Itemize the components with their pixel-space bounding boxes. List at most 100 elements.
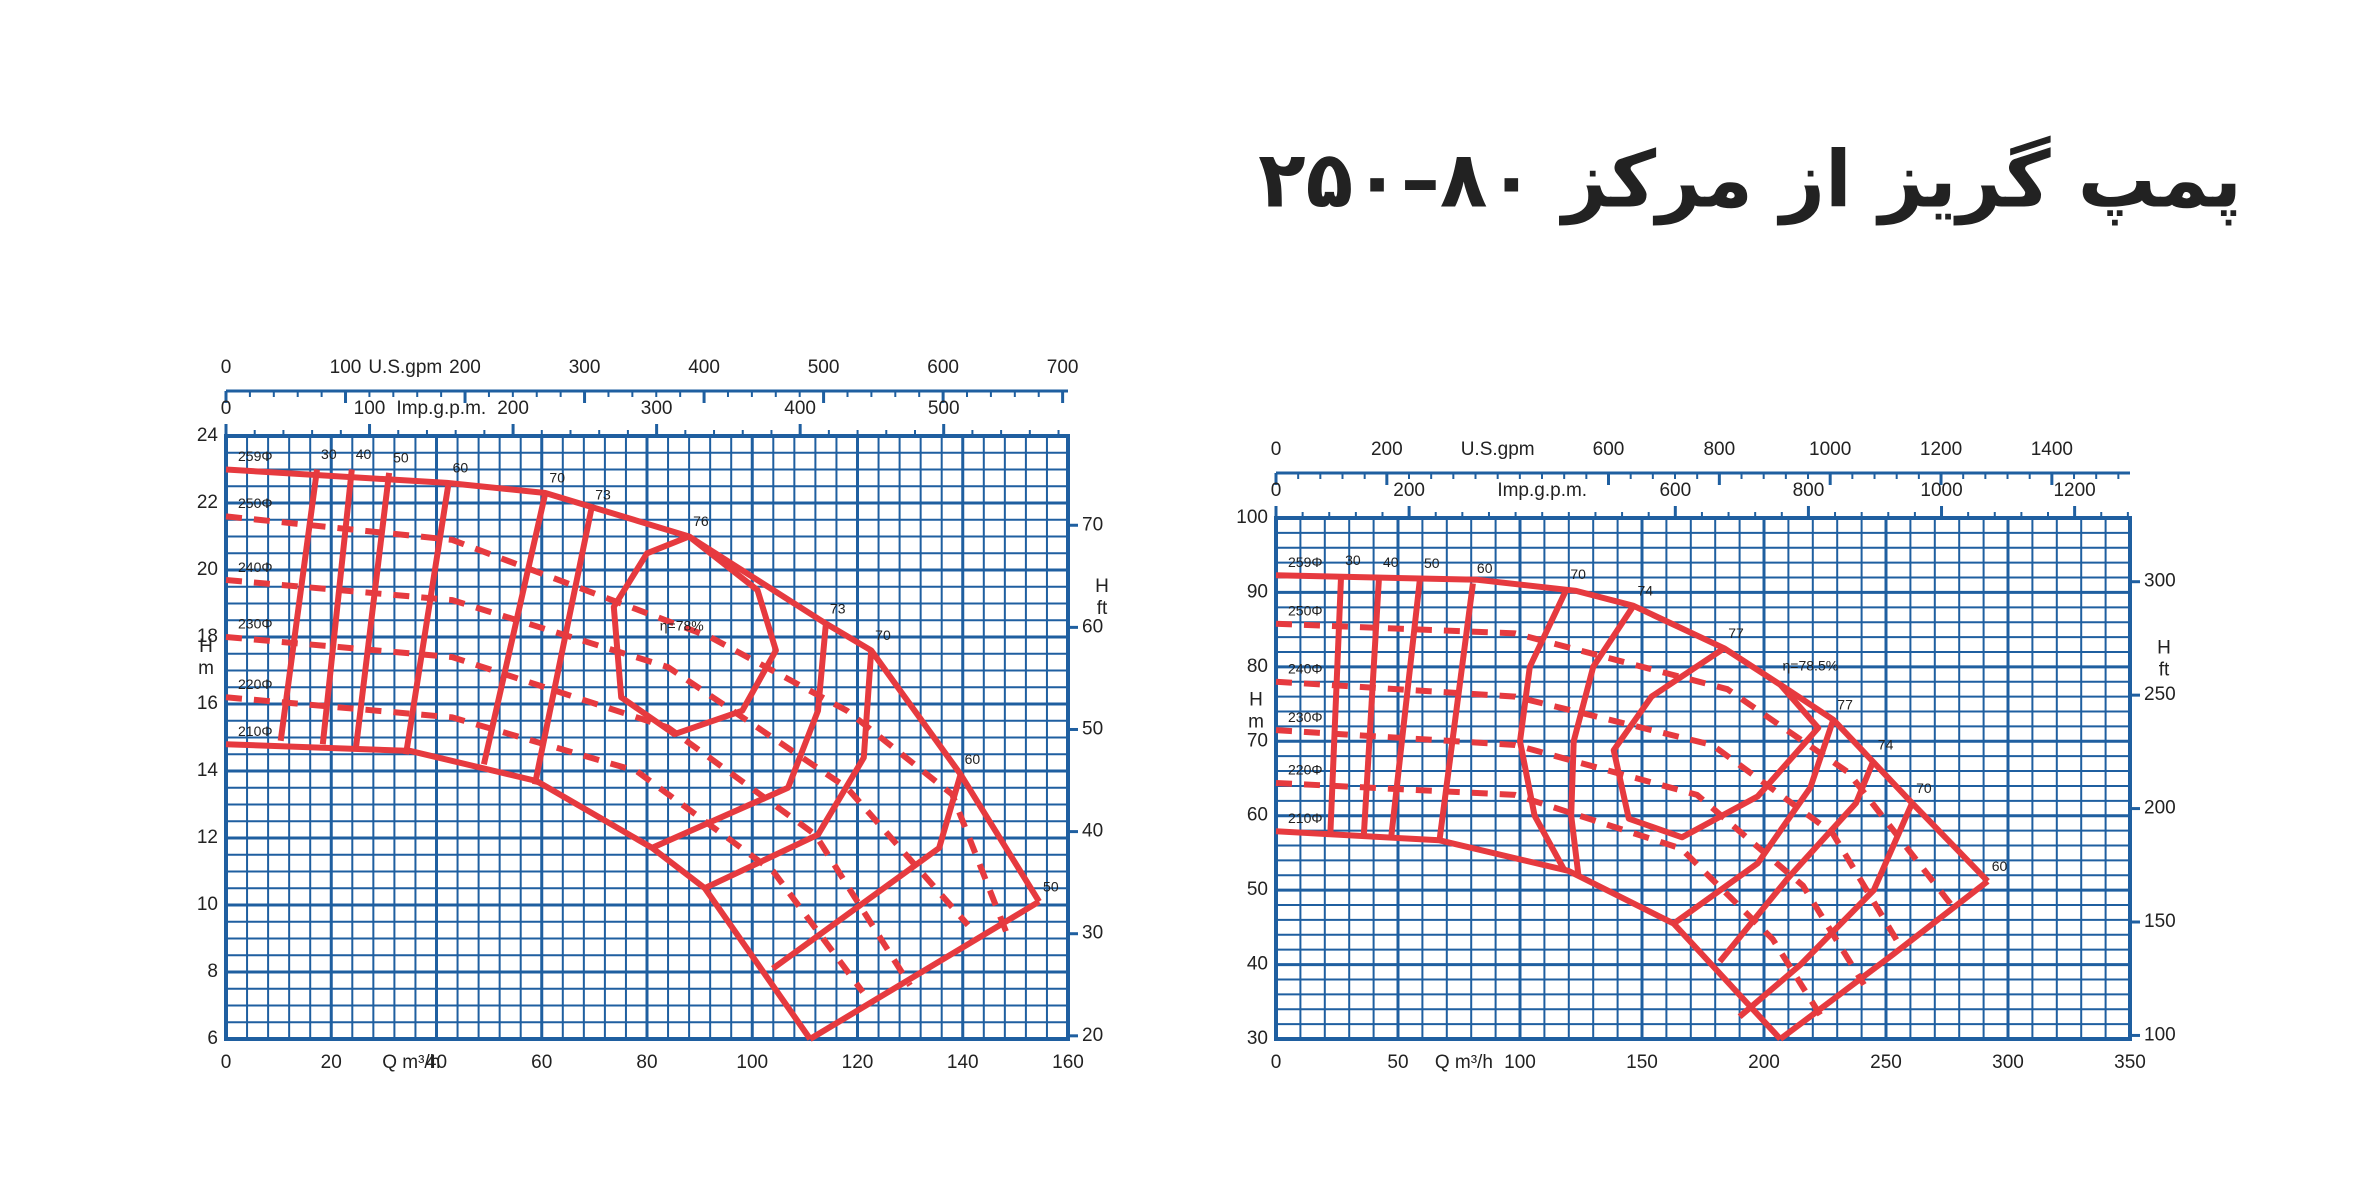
- y2-tick-label: 50: [1082, 718, 1103, 739]
- y-tick-label: 8: [207, 961, 218, 982]
- efficiency-curve: [277, 469, 320, 742]
- head-curve: [225, 694, 866, 994]
- y2-tick-label: 30: [1082, 923, 1103, 944]
- top-tick-label: 300: [569, 357, 601, 378]
- efficiency-curve: [1737, 801, 1915, 1019]
- y-tick-label: 100: [1236, 507, 1268, 528]
- top-axis-label: U.S.gpm: [1461, 439, 1535, 460]
- head-curve: [1275, 828, 1783, 1042]
- efficiency-curve: [403, 482, 452, 755]
- top-tick-label: 200: [449, 357, 481, 378]
- efficiency-curve: [319, 469, 355, 745]
- efficiency-label: 60: [965, 751, 981, 767]
- top-tick-label: 200: [1393, 480, 1425, 501]
- top-tick-label: 400: [784, 398, 816, 419]
- diameter-label: 230Φ: [1288, 709, 1323, 725]
- y-tick-label: 12: [197, 827, 218, 848]
- top-tick-label: 1000: [1920, 480, 1962, 501]
- diameter-label: 250Φ: [1288, 602, 1323, 618]
- efficiency-curve: [1568, 604, 1637, 878]
- x-tick-label: 40: [426, 1052, 447, 1073]
- page-title: پمپ گریز از مرکز ۸۰–۲۵۰: [1258, 135, 2242, 225]
- x-tick-label: 80: [636, 1052, 657, 1073]
- x-tick-label: 120: [842, 1052, 874, 1073]
- x-tick-label: 50: [1387, 1052, 1408, 1073]
- efficiency-label: 70: [549, 470, 565, 486]
- annotation: η=78.5%: [1783, 658, 1839, 674]
- y2-tick-label: 100: [2144, 1024, 2176, 1045]
- x-tick-label: 100: [736, 1052, 768, 1073]
- y-tick-label: 24: [197, 425, 219, 446]
- y2-axis-label: ft: [1097, 598, 1108, 619]
- diameter-label: 210Φ: [1288, 810, 1323, 826]
- top-tick-label: 600: [1659, 480, 1691, 501]
- top-tick-label: 0: [1271, 480, 1282, 501]
- efficiency-curve: [1360, 577, 1382, 836]
- plot-frame: [224, 434, 1070, 1041]
- diameter-label: 259Φ: [238, 448, 273, 464]
- top-tick-label: 1200: [1920, 439, 1962, 460]
- top-axis-label: Imp.g.p.m.: [396, 398, 486, 419]
- y2-axis-label: H: [2157, 637, 2171, 658]
- top-tick-label: 800: [1793, 480, 1825, 501]
- top-tick-label: 100: [354, 398, 386, 419]
- top-axis-label: U.S.gpm: [368, 357, 442, 378]
- diameter-label: 230Φ: [238, 616, 273, 632]
- x-axis-label: Q m³/h: [382, 1052, 440, 1073]
- diameter-label: 240Φ: [1288, 660, 1323, 676]
- top-tick-label: 300: [641, 398, 673, 419]
- y-tick-label: 90: [1247, 581, 1268, 602]
- y2-tick-label: 150: [2144, 911, 2176, 932]
- efficiency-curve: [650, 623, 829, 851]
- top-tick-label: 1400: [2031, 439, 2073, 460]
- efficiency-curve: [771, 773, 964, 972]
- y-axis-label: H: [1249, 689, 1263, 710]
- efficiency-curve: [1388, 577, 1423, 838]
- top-tick-label: 100: [330, 357, 362, 378]
- y-tick-label: 18: [197, 626, 218, 647]
- y2-tick-label: 20: [1082, 1025, 1103, 1046]
- efficiency-curve: [1327, 575, 1345, 833]
- efficiency-label: 60: [453, 460, 469, 476]
- efficiency-curve: [1778, 878, 1990, 1042]
- head-curve: [225, 513, 1013, 943]
- efficiency-label: 74: [1637, 583, 1653, 599]
- x-tick-label: 250: [1870, 1052, 1902, 1073]
- diameter-label: 220Φ: [1288, 762, 1323, 778]
- top-tick-label: 0: [221, 357, 232, 378]
- x-tick-label: 200: [1748, 1052, 1780, 1073]
- efficiency-curve: [808, 899, 1041, 1042]
- efficiency-curve: [610, 533, 779, 738]
- top-tick-label: 0: [221, 398, 232, 419]
- y2-tick-label: 40: [1082, 821, 1103, 842]
- y-tick-label: 20: [197, 559, 218, 580]
- efficiency-curve: [353, 472, 393, 748]
- efficiency-label: 70: [1570, 566, 1586, 582]
- top-tick-label: 500: [808, 357, 840, 378]
- efficiency-curve: [1671, 718, 1837, 927]
- efficiency-label: 30: [1345, 552, 1361, 568]
- head-curve: [225, 466, 1042, 904]
- y-tick-label: 14: [197, 760, 219, 781]
- x-tick-label: 160: [1052, 1052, 1084, 1073]
- annotation: η=78%: [660, 618, 704, 634]
- x-tick-label: 0: [1271, 1052, 1282, 1073]
- head-curve: [1275, 727, 1867, 987]
- y2-tick-label: 70: [1082, 514, 1103, 535]
- efficiency-label: 50: [393, 450, 409, 466]
- y2-axis-label: H: [1095, 576, 1109, 597]
- efficiency-curve: [1610, 645, 1822, 841]
- efficiency-curve: [1717, 758, 1877, 964]
- top-tick-label: 600: [1593, 439, 1625, 460]
- y-tick-label: 6: [207, 1028, 218, 1049]
- efficiency-label: 73: [830, 600, 846, 616]
- efficiency-label: 50: [1424, 555, 1440, 571]
- plot-frame: [1274, 516, 2132, 1041]
- top-tick-label: 400: [688, 357, 720, 378]
- top-tick-label: 200: [497, 398, 529, 419]
- top-tick-label: 1000: [1809, 439, 1851, 460]
- diameter-label: 259Φ: [1288, 554, 1323, 570]
- top-tick-label: 200: [1371, 439, 1403, 460]
- top-tick-label: 800: [1703, 439, 1735, 460]
- y-tick-label: 80: [1247, 656, 1268, 677]
